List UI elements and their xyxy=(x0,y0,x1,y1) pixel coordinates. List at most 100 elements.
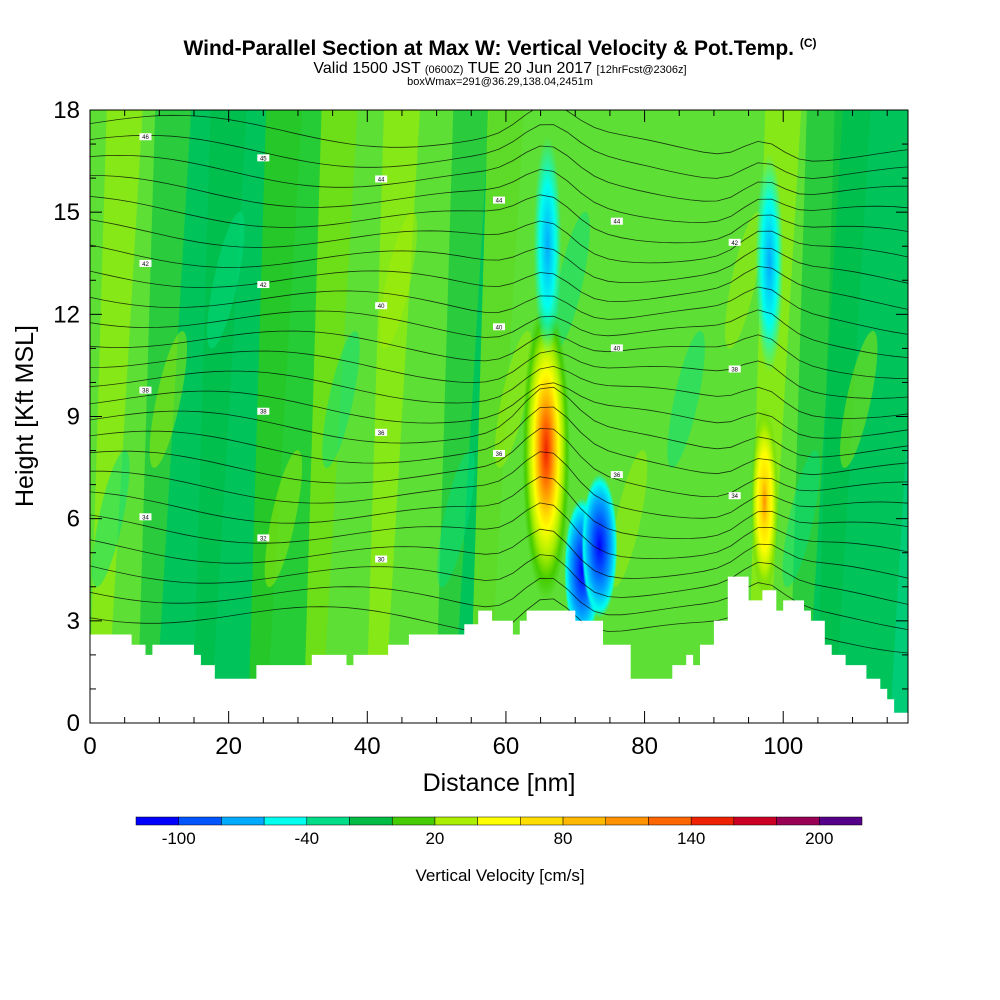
colorbar-swatch xyxy=(690,816,735,826)
theta-label-bg xyxy=(493,449,505,457)
copyright-mark: (C) xyxy=(799,36,817,50)
theta-label-bg xyxy=(257,534,270,542)
theta-contour-label: 40 xyxy=(610,344,623,352)
theta-label-text: 40 xyxy=(378,304,385,310)
theta-label-bg xyxy=(139,133,152,141)
colorbar-swatch xyxy=(477,816,521,826)
theta-contour xyxy=(90,577,908,630)
velocity-band xyxy=(816,110,908,723)
valid-prefix: Valid 1500 JST xyxy=(313,60,421,77)
valid-date: TUE 20 Jun 2017 xyxy=(467,60,593,77)
velocity-streak xyxy=(494,330,533,468)
colorbar-tick-label: 20 xyxy=(425,829,444,848)
theta-label-text: 38 xyxy=(260,410,267,416)
theta-contour xyxy=(90,169,908,224)
x-tick-label: 60 xyxy=(493,733,520,760)
theta-contour-label: 44 xyxy=(493,196,505,205)
theta-label-text: 34 xyxy=(142,515,149,521)
theta-contour-label: 44 xyxy=(610,217,623,226)
colorbar-swatch xyxy=(520,816,564,826)
title-text: Wind-Parallel Section at Max W: Vertical… xyxy=(183,37,794,60)
velocity-streak xyxy=(437,450,475,588)
velocity-plumes xyxy=(522,136,784,642)
theta-label-text: 40 xyxy=(496,325,503,331)
velocity-streak xyxy=(149,330,188,468)
colorbar-tick-label: -40 xyxy=(295,829,320,848)
colorbar-swatch xyxy=(648,816,692,826)
theta-contour xyxy=(90,194,908,244)
colorbar-swatch xyxy=(605,816,649,826)
y-tick-label: 15 xyxy=(53,199,80,226)
colorbar-tick-label: 140 xyxy=(677,829,705,848)
theta-contour xyxy=(90,554,908,605)
theta-label-text: 32 xyxy=(260,536,267,542)
theta-label-text: 44 xyxy=(378,177,385,183)
colorbar-swatch xyxy=(391,816,436,826)
theta-contour-label: 40 xyxy=(375,302,388,310)
theta-contour xyxy=(90,286,908,335)
theta-contour xyxy=(90,330,908,379)
x-tick-label: 40 xyxy=(354,733,381,760)
theta-contour xyxy=(90,350,908,399)
x-tick-label: 20 xyxy=(215,733,242,760)
velocity-field: 46 45 44 44 44 42 42 42 40 40 40 38 38 38 36 36 36 34 34 32… xyxy=(90,110,908,723)
velocity-streak xyxy=(782,450,820,588)
theta-contour-label: 38 xyxy=(139,386,152,395)
theta-label-bg xyxy=(493,323,505,331)
chart-title: Wind-Parallel Section at Max W: Vertical… xyxy=(0,36,1000,61)
downdraft-plume xyxy=(755,153,784,374)
colorbar-swatch xyxy=(562,816,607,826)
theta-contour-label: 38 xyxy=(257,407,270,416)
colorbar-tick-label: 80 xyxy=(554,829,573,848)
theta-label-bg xyxy=(610,344,623,352)
velocity-streak xyxy=(840,330,878,468)
y-axis-label: Height [Kft MSL] xyxy=(11,325,39,507)
theta-contour-label: 40 xyxy=(493,323,505,331)
theta-contour-label: 32 xyxy=(257,534,270,542)
velocity-streak xyxy=(379,211,418,349)
theta-contour xyxy=(90,451,908,519)
theta-label-bg xyxy=(610,217,623,225)
theta-contour xyxy=(90,365,908,419)
theta-label-bg xyxy=(257,407,270,415)
velocity-streak xyxy=(322,330,360,468)
colorbar: -100 -40 20 80 140 200 xyxy=(135,816,863,848)
theta-contour-label: 34 xyxy=(728,492,741,500)
colorbar-tick-label: -100 xyxy=(162,829,196,848)
theta-contour xyxy=(90,219,908,264)
colorbar-swatch xyxy=(263,816,308,826)
updraft-plume xyxy=(750,406,779,597)
colorbar-label: Vertical Velocity [cm/s] xyxy=(415,866,584,885)
theta-label-bg xyxy=(139,259,152,267)
theta-contours: 46 45 44 44 44 42 42 42 40 40 40 38 38 38 36 36 36 34 34 32… xyxy=(90,110,908,654)
colorbar-swatch xyxy=(819,816,863,826)
theta-contour-label: 36 xyxy=(493,449,505,458)
box-info: boxWmax=291@36.29,138.04,2451m xyxy=(407,76,593,88)
colorbar-swatch xyxy=(221,816,265,826)
y-tick-label: 12 xyxy=(53,301,80,328)
theta-label-text: 36 xyxy=(378,431,385,437)
velocity-streak xyxy=(609,450,648,588)
colorbar-swatch xyxy=(349,816,393,826)
downdraft-plume xyxy=(533,136,562,357)
theta-label-text: 42 xyxy=(731,241,738,247)
theta-contour xyxy=(90,476,908,540)
theta-label-bg xyxy=(728,492,741,500)
terrain-mask xyxy=(90,576,908,723)
valid-time-line: Valid 1500 JST (0600Z) TUE 20 Jun 2017 [… xyxy=(0,60,1000,78)
y-tick-label: 3 xyxy=(67,608,80,635)
velocity-streak xyxy=(207,211,245,349)
theta-contour xyxy=(90,110,908,162)
x-tick-label: 0 xyxy=(83,733,96,760)
x-tick-label: 80 xyxy=(631,733,658,760)
theta-label-text: 30 xyxy=(378,558,385,564)
theta-label-text: 34 xyxy=(731,494,738,500)
valid-utc: (0600Z) xyxy=(424,64,464,76)
theta-label-text: 38 xyxy=(731,368,738,374)
theta-label-bg xyxy=(728,365,741,373)
theta-contour-label: 34 xyxy=(139,513,152,521)
theta-contour-label: 30 xyxy=(375,555,388,564)
velocity-bands xyxy=(90,110,908,723)
updraft-plume xyxy=(522,300,571,601)
